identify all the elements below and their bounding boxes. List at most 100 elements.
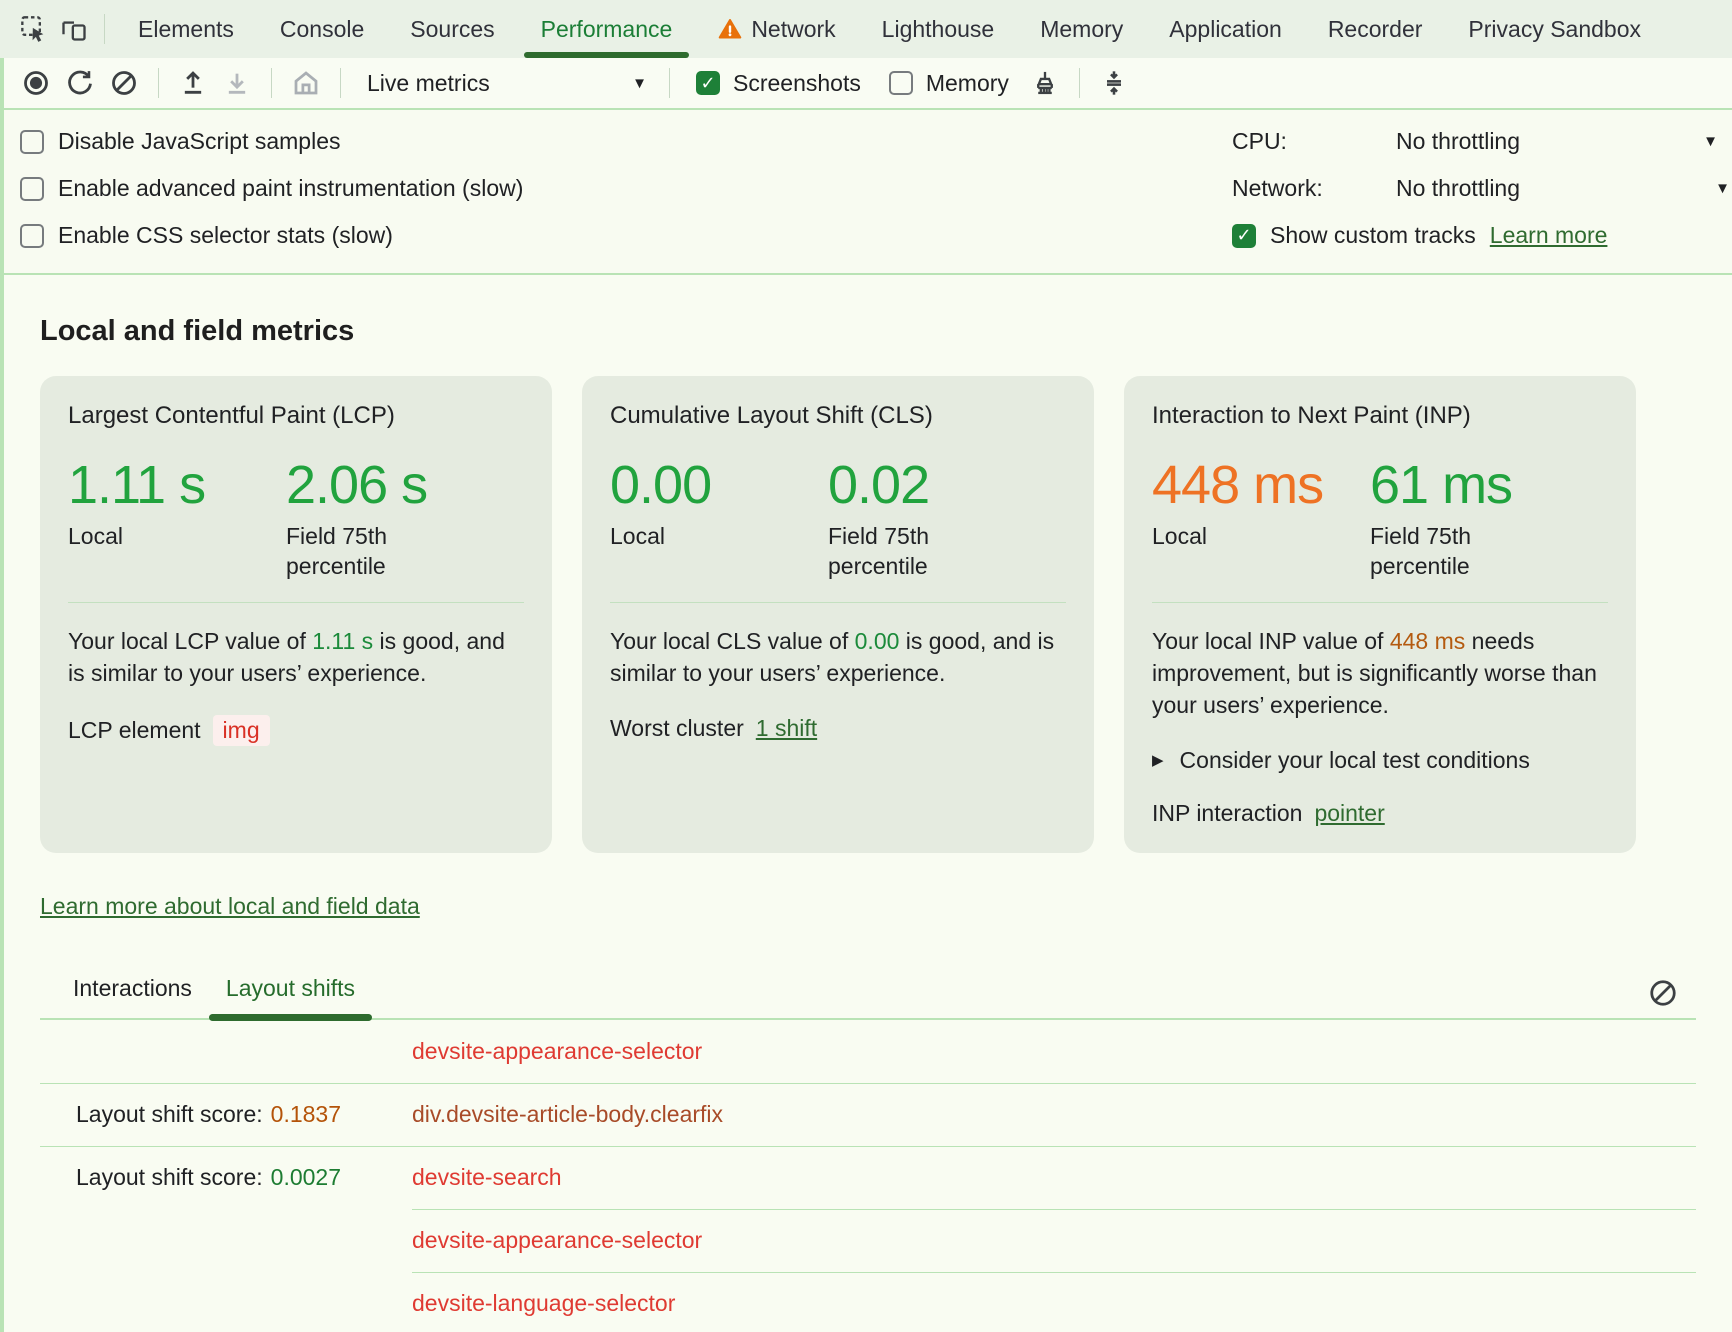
- score-value: 0.0027: [271, 1164, 341, 1191]
- card-title: Interaction to Next Paint (INP): [1152, 402, 1608, 430]
- clear-button[interactable]: [104, 63, 144, 103]
- inspect-element-icon[interactable]: [14, 9, 54, 49]
- metric-cards: Largest Contentful Paint (LCP) 1.11 s Lo…: [40, 376, 1636, 853]
- node-link[interactable]: devsite-search: [412, 1164, 562, 1191]
- cls-field-value: 0.02: [828, 454, 1066, 516]
- performance-toolbar: Live metrics ▼ ✓ Screenshots Memory: [0, 58, 1732, 110]
- inp-description: Your local INP value of 448 ms needs imp…: [1152, 625, 1608, 721]
- screenshots-checkbox[interactable]: ✓ Screenshots: [684, 70, 873, 97]
- advanced-paint-checkbox[interactable]: Enable advanced paint instrumentation (s…: [20, 165, 1232, 212]
- tab-performance[interactable]: Performance: [518, 0, 696, 58]
- node-link[interactable]: devsite-appearance-selector: [412, 1038, 702, 1065]
- table-row[interactable]: devsite-appearance-selector: [40, 1209, 1696, 1272]
- tab-recorder[interactable]: Recorder: [1305, 0, 1446, 58]
- local-label: Local: [68, 522, 243, 552]
- tab-layout-shifts[interactable]: Layout shifts: [209, 975, 372, 1018]
- field-label: Field 75th percentile: [1370, 522, 1545, 582]
- cpu-throttling-row: CPU: No throttling ▼: [1232, 118, 1718, 165]
- lcp-element-label: LCP element: [68, 717, 201, 744]
- chevron-down-icon: ▼: [632, 75, 647, 92]
- inp-local-value: 448 ms: [1152, 454, 1370, 516]
- node-link[interactable]: div.devsite-article-body.clearfix: [412, 1101, 723, 1128]
- layout-shift-rows: devsite-appearance-selector Layout shift…: [40, 1020, 1696, 1332]
- cls-description: Your local CLS value of 0.00 is good, an…: [610, 625, 1066, 689]
- chevron-down-icon[interactable]: ▼: [1715, 180, 1730, 197]
- reload-record-button[interactable]: [60, 63, 100, 103]
- cls-local-value: 0.00: [610, 454, 828, 516]
- checkbox-unchecked-icon: [889, 71, 913, 95]
- inp-interaction-label: INP interaction: [1152, 800, 1302, 827]
- checkbox-checked-icon: ✓: [696, 71, 720, 95]
- tab-application[interactable]: Application: [1146, 0, 1305, 58]
- custom-tracks-label: Show custom tracks: [1270, 222, 1476, 249]
- field-label: Field 75th percentile: [828, 522, 1003, 582]
- custom-tracks-row: ✓ Show custom tracks Learn more: [1232, 212, 1718, 259]
- disclosure-triangle-icon: ▶: [1152, 751, 1164, 769]
- lcp-element-node-link[interactable]: img: [213, 715, 270, 746]
- local-test-conditions-disclosure[interactable]: ▶ Consider your local test conditions: [1152, 747, 1608, 774]
- divider: [610, 602, 1066, 603]
- inp-card: Interaction to Next Paint (INP) 448 ms L…: [1124, 376, 1636, 853]
- garbage-collect-icon[interactable]: [1025, 63, 1065, 103]
- checkbox-unchecked-icon: [20, 130, 44, 154]
- devtools-tabbar: Elements Console Sources Performance Net…: [0, 0, 1732, 58]
- worst-cluster-link[interactable]: 1 shift: [756, 715, 817, 742]
- tab-console[interactable]: Console: [257, 0, 387, 58]
- table-row[interactable]: devsite-appearance-selector: [40, 1020, 1696, 1083]
- table-row[interactable]: Layout shift score: 0.1837 div.devsite-a…: [40, 1083, 1696, 1146]
- node-link[interactable]: devsite-appearance-selector: [412, 1227, 702, 1254]
- divider: [271, 68, 272, 98]
- network-throttling-row: Network: No throttling ▼: [1232, 165, 1718, 212]
- checkbox-unchecked-icon: [20, 177, 44, 201]
- collapse-panel-icon[interactable]: [1094, 63, 1134, 103]
- divider: [68, 602, 524, 603]
- logs-tabbar: Interactions Layout shifts: [40, 970, 1696, 1020]
- tab-memory[interactable]: Memory: [1017, 0, 1146, 58]
- disable-js-samples-checkbox[interactable]: Disable JavaScript samples: [20, 118, 1232, 165]
- inp-field-value: 61 ms: [1370, 454, 1608, 516]
- table-row[interactable]: Layout shift score: 0.0027 devsite-searc…: [40, 1146, 1696, 1209]
- score-label: Layout shift score:: [76, 1101, 263, 1128]
- clear-log-icon[interactable]: [1648, 978, 1678, 1018]
- field-label: Field 75th percentile: [286, 522, 461, 582]
- download-profile-button[interactable]: [217, 63, 257, 103]
- score-label: Layout shift score:: [76, 1164, 263, 1191]
- tab-elements[interactable]: Elements: [115, 0, 257, 58]
- home-button[interactable]: [286, 63, 326, 103]
- record-button[interactable]: [16, 63, 56, 103]
- local-label: Local: [610, 522, 785, 552]
- node-link[interactable]: devsite-language-selector: [412, 1290, 675, 1317]
- chevron-down-icon[interactable]: ▼: [1703, 133, 1718, 150]
- tab-privacy-sandbox[interactable]: Privacy Sandbox: [1445, 0, 1664, 58]
- cpu-throttling-select[interactable]: No throttling: [1396, 128, 1520, 155]
- divider: [669, 68, 670, 98]
- capture-settings: Disable JavaScript samples Enable advanc…: [0, 110, 1732, 275]
- local-label: Local: [1152, 522, 1327, 552]
- checkbox-unchecked-icon: [20, 224, 44, 248]
- custom-tracks-checkbox[interactable]: ✓: [1232, 224, 1256, 248]
- learn-more-link[interactable]: Learn more: [1490, 222, 1608, 249]
- divider: [340, 68, 341, 98]
- warning-icon: [718, 17, 742, 41]
- live-metrics-view: Local and field metrics Largest Contentf…: [0, 275, 1732, 1332]
- live-metrics-select[interactable]: Live metrics ▼: [355, 63, 655, 103]
- score-value: 0.1837: [271, 1101, 341, 1128]
- lcp-description: Your local LCP value of 1.11 s is good, …: [68, 625, 524, 689]
- tab-interactions[interactable]: Interactions: [56, 975, 209, 1018]
- inp-interaction-link[interactable]: pointer: [1314, 800, 1384, 827]
- table-row[interactable]: devsite-language-selector: [40, 1272, 1696, 1332]
- card-title: Cumulative Layout Shift (CLS): [610, 402, 1066, 430]
- device-toolbar-icon[interactable]: [54, 9, 94, 49]
- learn-more-field-data-link[interactable]: Learn more about local and field data: [40, 893, 420, 920]
- tab-sources[interactable]: Sources: [387, 0, 517, 58]
- upload-profile-button[interactable]: [173, 63, 213, 103]
- card-title: Largest Contentful Paint (LCP): [68, 402, 524, 430]
- network-label: Network:: [1232, 175, 1382, 202]
- tab-network[interactable]: Network: [695, 0, 858, 58]
- memory-checkbox[interactable]: Memory: [877, 70, 1021, 97]
- cpu-label: CPU:: [1232, 128, 1382, 155]
- tab-lighthouse[interactable]: Lighthouse: [859, 0, 1018, 58]
- network-throttling-select[interactable]: No throttling: [1396, 175, 1520, 202]
- css-selector-stats-checkbox[interactable]: Enable CSS selector stats (slow): [20, 212, 1232, 259]
- devtools-performance-panel: Elements Console Sources Performance Net…: [0, 0, 1732, 1332]
